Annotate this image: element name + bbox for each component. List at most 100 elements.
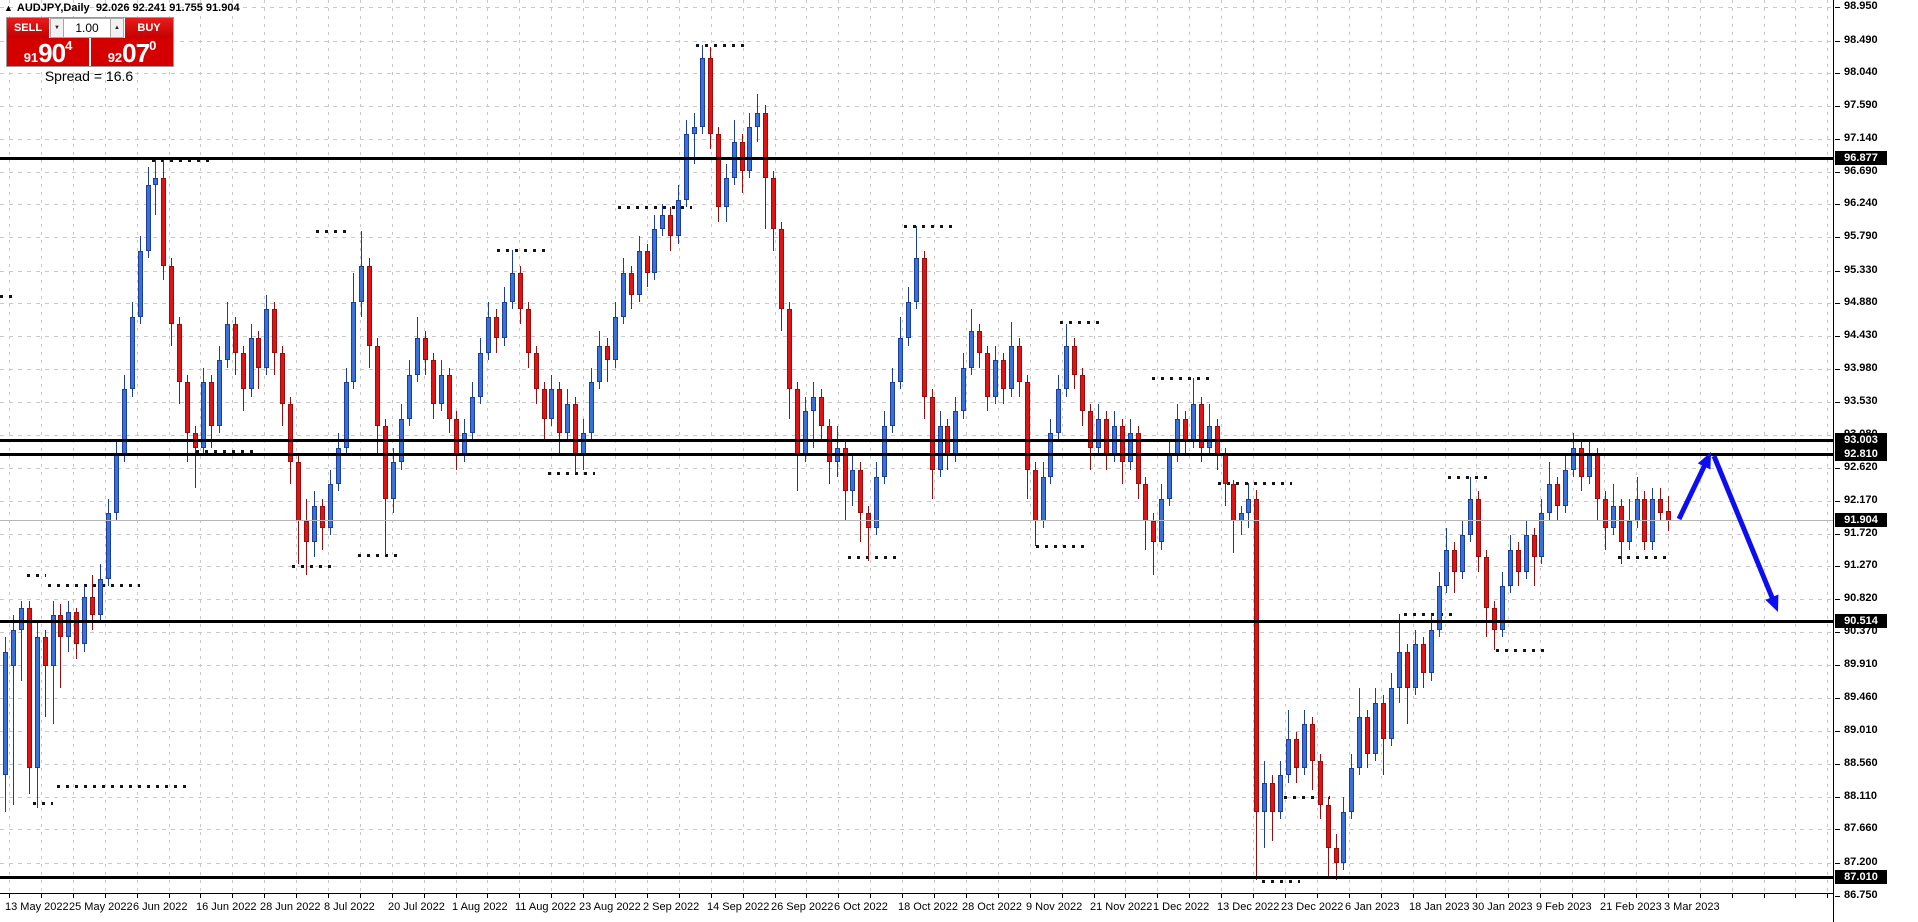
grid-hline: [0, 41, 1833, 42]
grid-vline: [838, 0, 839, 893]
candle-body: [977, 331, 982, 353]
candle-body: [1326, 805, 1331, 848]
buy-price-display[interactable]: 92 07 0: [90, 38, 173, 66]
buy-price-sup: 0: [149, 38, 157, 53]
date-tick-mark: [679, 894, 680, 898]
candle-body: [613, 317, 618, 360]
grid-vline: [1221, 0, 1222, 893]
sell-price-display[interactable]: 91 90 4: [7, 38, 90, 66]
date-tick-mark: [551, 894, 552, 898]
date-tick-mark: [1604, 894, 1605, 898]
candle-body: [217, 360, 222, 426]
horizontal-level-line[interactable]: [0, 620, 1833, 623]
candle-body: [146, 185, 151, 251]
date-tick-label: 1 Dec 2022: [1153, 901, 1210, 913]
date-axis[interactable]: 13 May 2022 25 May 2022 6 Jun 2022 16 Jun 2…: [0, 893, 1833, 922]
horizontal-level-line[interactable]: [0, 439, 1833, 442]
date-tick-label: 11 Aug 2022: [515, 901, 576, 913]
candle-body: [43, 637, 48, 666]
candle-body: [130, 317, 135, 389]
candle-body: [906, 302, 911, 338]
sell-price-main: 90: [38, 38, 66, 68]
grid-hline: [0, 106, 1833, 107]
volume-increase-icon[interactable]: ▲: [110, 18, 124, 38]
sell-button[interactable]: SELL: [7, 18, 50, 38]
candle-body: [874, 477, 879, 528]
candle-body: [1136, 433, 1141, 484]
candle-body: [209, 382, 214, 426]
grid-hline: [0, 7, 1833, 8]
candle-wick: [155, 158, 156, 215]
grid-vline: [711, 0, 712, 893]
candle-body: [1120, 426, 1125, 462]
date-tick-label: 8 Jul 2022: [324, 901, 375, 913]
candle-body: [652, 229, 657, 273]
grid-hline: [0, 172, 1833, 173]
price-tick-mark: [1835, 896, 1840, 897]
date-tick-mark: [392, 894, 393, 898]
price-axis[interactable]: 98.950 98.490 98.040 97.590 97.140 96.690 96.2…: [1833, 0, 1918, 922]
date-tick-mark: [1221, 894, 1222, 898]
candle-body: [668, 215, 673, 236]
price-tick-mark: [1835, 73, 1840, 74]
candle-body: [597, 346, 602, 382]
fractal-dotted-level: [57, 785, 190, 788]
date-tick-label: 9 Nov 2022: [1026, 901, 1083, 913]
candle-wick: [13, 615, 14, 805]
candle-body: [882, 426, 887, 477]
candle-body: [676, 200, 681, 236]
fractal-dotted-level: [1404, 613, 1452, 616]
grid-hline: [0, 336, 1833, 337]
candle-body: [177, 324, 182, 382]
candle-body: [708, 58, 713, 134]
date-tick-mark: [137, 894, 138, 898]
volume-decrease-icon[interactable]: ▼: [50, 18, 64, 38]
trend-arrow[interactable]: [0, 0, 1833, 893]
candle-body: [249, 338, 254, 389]
chart-canvas[interactable]: [0, 0, 1833, 893]
candle-body: [811, 397, 816, 411]
candle-body: [312, 506, 317, 542]
candle-body: [1468, 499, 1473, 535]
fractal-dotted-level: [33, 802, 53, 805]
horizontal-level-line[interactable]: [0, 453, 1833, 456]
date-tick-label: 21 Feb 2023: [1600, 901, 1662, 913]
date-tick-mark: [169, 894, 170, 898]
candle-body: [27, 608, 32, 768]
candle-body: [1381, 703, 1386, 739]
candle-body: [819, 397, 824, 426]
grid-hline: [0, 435, 1833, 436]
candle-body: [565, 404, 570, 433]
candle-body: [1373, 703, 1378, 754]
candle-body: [90, 597, 95, 615]
price-tick-mark: [1835, 698, 1840, 699]
price-tick-label: 96.240: [1844, 197, 1878, 209]
collapse-triangle-icon[interactable]: ▲: [4, 3, 13, 13]
horizontal-level-line[interactable]: [0, 876, 1833, 879]
fractal-dotted-level: [358, 554, 400, 557]
candle-body: [1571, 448, 1576, 470]
grid-hline: [0, 797, 1833, 798]
date-tick-mark: [902, 894, 903, 898]
price-tick-mark: [1835, 566, 1840, 567]
date-tick-mark: [806, 894, 807, 898]
grid-vline: [1732, 0, 1733, 893]
fractal-dotted-level: [196, 450, 258, 453]
date-tick-mark: [296, 894, 297, 898]
grid-hline: [0, 139, 1833, 140]
buy-button[interactable]: BUY: [124, 18, 173, 38]
volume-input[interactable]: [64, 18, 110, 38]
candle-body: [407, 375, 412, 419]
candle-body: [1294, 739, 1299, 768]
horizontal-level-line[interactable]: [0, 157, 1833, 160]
date-tick-mark: [1636, 894, 1637, 898]
candle-body: [19, 608, 24, 630]
date-tick-mark: [1827, 894, 1828, 898]
date-tick-mark: [1572, 894, 1573, 898]
date-tick-mark: [1189, 894, 1190, 898]
grid-vline: [519, 0, 520, 893]
grid-vline: [1604, 0, 1605, 893]
candle-body: [985, 353, 990, 397]
grid-hline: [0, 665, 1833, 666]
